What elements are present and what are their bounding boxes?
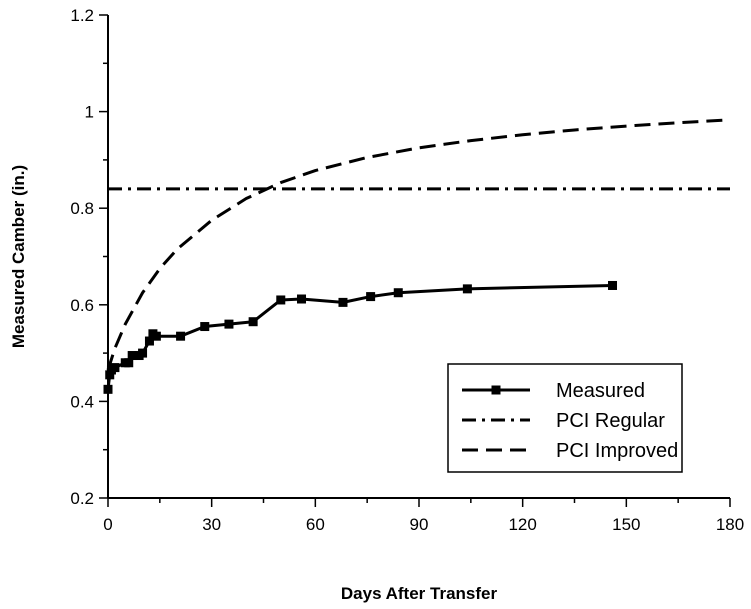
y-tick-label: 0.6 [70,296,94,315]
legend: Measured PCI Regular PCI Improved [447,363,683,473]
data-point [297,294,307,304]
y-axis-title: Measured Camber (in.) [9,165,28,348]
data-point [110,363,120,373]
data-point [103,384,113,394]
series-measured [103,280,618,394]
series [103,118,731,394]
data-point [366,292,376,302]
data-point [127,351,137,361]
data-point [462,284,472,294]
data-point [248,317,258,327]
data-point [124,358,134,368]
y-tick-label: 0.2 [70,489,94,508]
x-tick-label: 90 [410,515,429,534]
data-point [151,331,161,341]
x-tick-label: 30 [202,515,221,534]
y-tick-label: 1 [85,103,94,122]
data-point [276,295,286,305]
x-tick-label: 150 [612,515,640,534]
data-point [200,322,210,332]
x-tick-label: 0 [103,515,112,534]
x-tick-label: 180 [716,515,744,534]
x-tick-label: 60 [306,515,325,534]
ticks: 0 30 60 90 120 150 180 0.2 0.4 0.6 0.8 1 1.2 [70,6,744,534]
series-line [106,118,731,371]
legend-box [447,363,683,473]
data-point [176,331,186,341]
data-point [608,280,618,290]
data-point [105,370,115,380]
x-axis-title: Days After Transfer [341,584,498,603]
x-tick-label: 120 [508,515,536,534]
data-point [144,336,154,346]
y-tick-label: 0.4 [70,392,94,411]
data-point [393,288,403,298]
y-tick-label: 1.2 [70,6,94,25]
series-pci-improved [106,118,731,371]
legend-label: Measured [556,380,645,402]
data-point [338,297,348,307]
data-point [224,319,234,329]
legend-marker [491,385,501,395]
legend-label: PCI Regular [556,410,665,432]
y-tick-label: 0.8 [70,199,94,218]
data-point [138,348,148,358]
legend-label: PCI Improved [556,440,678,462]
